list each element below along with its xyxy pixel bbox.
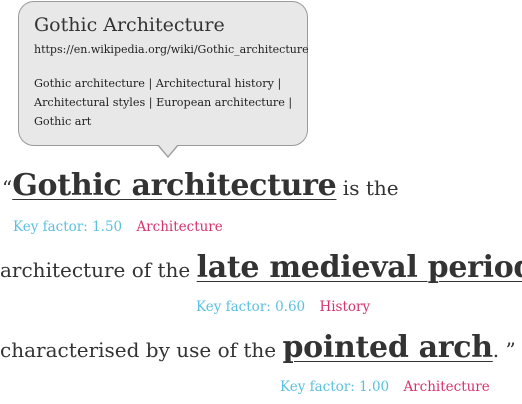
plain-text: architecture of the — [0, 258, 197, 282]
annotation-row: Key factor: 1.50 Architecture — [13, 219, 223, 235]
text-line: characterised by use of the pointed arch… — [0, 330, 516, 365]
category-label: History — [319, 299, 371, 315]
tooltip-title: Gothic Architecture — [34, 14, 225, 36]
category-label: Architecture — [403, 379, 490, 395]
plain-text: . ” — [492, 338, 516, 362]
tooltip-categories-line: Gothic architecture | Architectural hist… — [34, 77, 282, 90]
entity-link-late-medieval-period[interactable]: late medieval period — [196, 250, 522, 285]
category-label: Architecture — [136, 219, 223, 235]
text-line: “Gothic architecture is the — [2, 168, 399, 203]
plain-text: characterised by use of the — [0, 338, 283, 362]
tooltip-url-link[interactable]: https://en.wikipedia.org/wiki/Gothic_arc… — [34, 43, 309, 56]
text-line: architecture of the late medieval period… — [0, 250, 522, 285]
plain-text: is the — [336, 176, 399, 200]
open-quote: “ — [2, 176, 13, 200]
tooltip-categories-line: Architectural styles | European architec… — [34, 96, 293, 109]
annotation-row: Key factor: 0.60 History — [196, 299, 370, 315]
entity-link-pointed-arch[interactable]: pointed arch — [282, 330, 494, 365]
tooltip-categories: Gothic architecture | Architectural hist… — [34, 74, 293, 131]
entity-tooltip: Gothic Architecture https://en.wikipedia… — [18, 1, 309, 146]
annotation-row: Key factor: 1.00 Architecture — [280, 379, 490, 395]
key-factor-label: Key factor: 1.00 — [280, 379, 390, 395]
tooltip-pointer — [157, 144, 179, 158]
entity-link-gothic-architecture[interactable]: Gothic architecture — [12, 168, 337, 203]
tooltip-categories-line: Gothic art — [34, 115, 92, 128]
key-factor-label: Key factor: 0.60 — [196, 299, 306, 315]
key-factor-label: Key factor: 1.50 — [13, 219, 123, 235]
